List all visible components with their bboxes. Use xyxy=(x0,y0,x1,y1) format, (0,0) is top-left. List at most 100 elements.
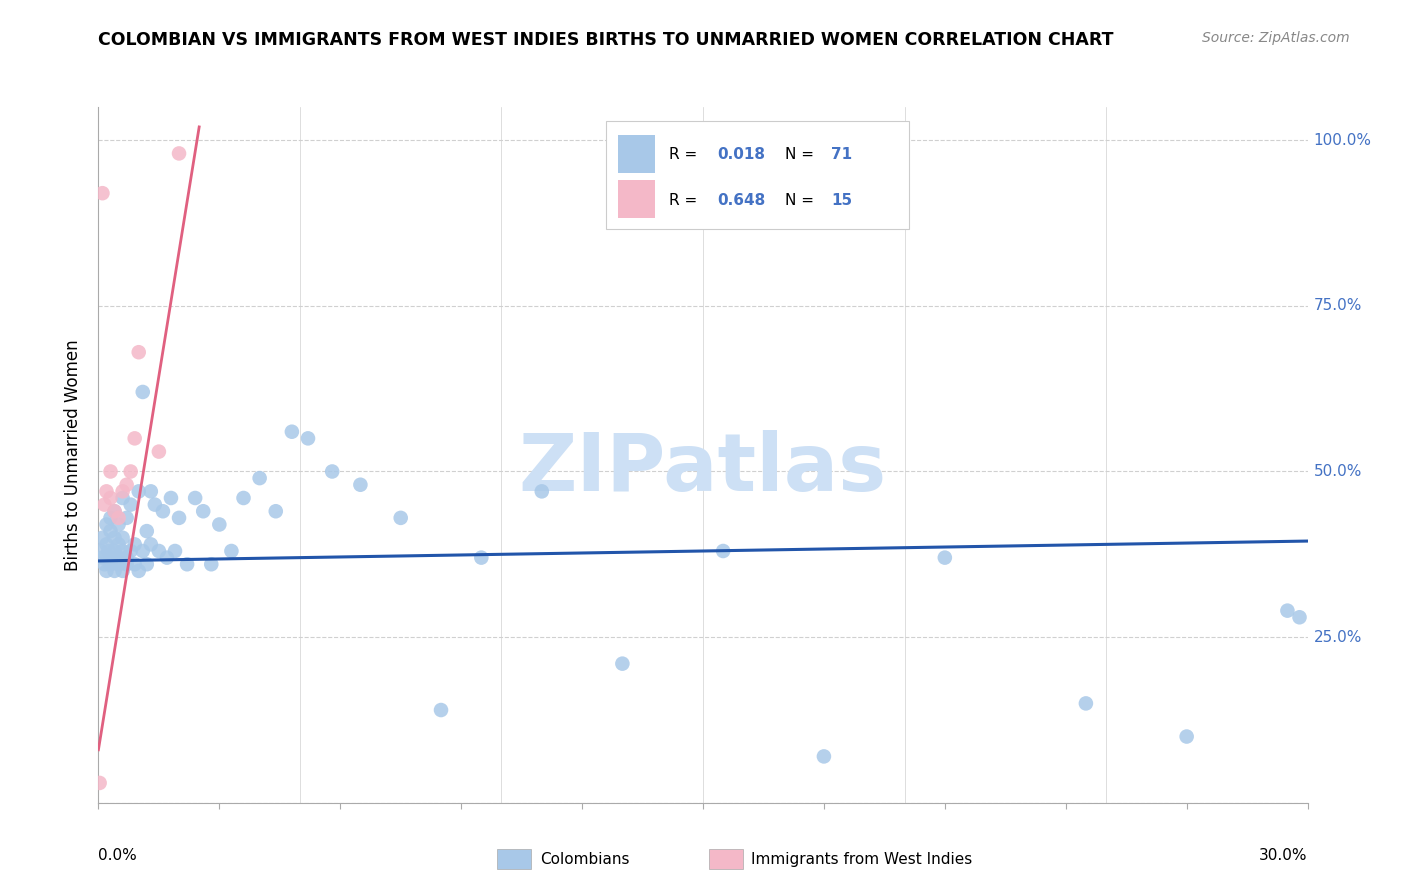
Point xyxy=(93,558,115,572)
Point xyxy=(135,524,157,538)
Point xyxy=(184,491,207,505)
Point xyxy=(107,558,129,572)
Point xyxy=(111,564,134,578)
Point xyxy=(221,544,243,558)
Point xyxy=(135,558,157,572)
Point xyxy=(128,564,150,578)
Text: 71: 71 xyxy=(831,147,852,161)
Text: 0.648: 0.648 xyxy=(717,194,766,209)
Point xyxy=(139,484,162,499)
Text: 50.0%: 50.0% xyxy=(1313,464,1362,479)
Text: 15: 15 xyxy=(831,194,852,209)
Point xyxy=(160,491,183,505)
Point xyxy=(107,537,129,551)
Point xyxy=(91,550,114,565)
Point xyxy=(124,537,146,551)
Point xyxy=(1288,610,1310,624)
Point xyxy=(156,550,179,565)
Point xyxy=(100,524,122,538)
Text: N =: N = xyxy=(785,147,820,161)
Point xyxy=(96,537,118,551)
Point xyxy=(100,550,122,565)
Y-axis label: Births to Unmarried Women: Births to Unmarried Women xyxy=(65,339,83,571)
Text: 0.018: 0.018 xyxy=(717,147,765,161)
Point xyxy=(934,550,956,565)
Point xyxy=(120,465,142,479)
Point xyxy=(232,491,254,505)
Point xyxy=(297,431,319,445)
Point xyxy=(711,544,734,558)
Point xyxy=(115,550,138,565)
Point xyxy=(200,558,222,572)
Point xyxy=(813,749,835,764)
Point xyxy=(115,511,138,525)
Text: COLOMBIAN VS IMMIGRANTS FROM WEST INDIES BIRTHS TO UNMARRIED WOMEN CORRELATION C: COLOMBIAN VS IMMIGRANTS FROM WEST INDIES… xyxy=(98,31,1114,49)
Point xyxy=(132,384,155,399)
Point xyxy=(264,504,287,518)
Point xyxy=(139,537,162,551)
Text: 25.0%: 25.0% xyxy=(1313,630,1362,645)
Point xyxy=(115,558,138,572)
Point xyxy=(111,484,134,499)
Point xyxy=(103,544,125,558)
Point xyxy=(120,498,142,512)
Point xyxy=(111,531,134,545)
Point xyxy=(193,504,215,518)
Text: Colombians: Colombians xyxy=(540,852,630,867)
Point xyxy=(96,517,118,532)
Point xyxy=(100,491,122,505)
Point xyxy=(612,657,634,671)
Text: Source: ZipAtlas.com: Source: ZipAtlas.com xyxy=(1202,31,1350,45)
Point xyxy=(321,465,343,479)
Point xyxy=(128,345,150,359)
Point xyxy=(107,511,129,525)
Point xyxy=(152,504,174,518)
Point xyxy=(1277,604,1299,618)
Point xyxy=(89,544,111,558)
Point xyxy=(148,544,170,558)
Point xyxy=(91,531,114,545)
Point xyxy=(176,558,198,572)
Point xyxy=(107,517,129,532)
FancyBboxPatch shape xyxy=(619,135,655,173)
FancyBboxPatch shape xyxy=(498,849,531,869)
Point xyxy=(1074,697,1097,711)
Point xyxy=(148,444,170,458)
Point xyxy=(103,504,125,518)
Point xyxy=(124,558,146,572)
Text: Immigrants from West Indies: Immigrants from West Indies xyxy=(751,852,973,867)
Point xyxy=(103,564,125,578)
FancyBboxPatch shape xyxy=(606,121,908,229)
Text: ZIPatlas: ZIPatlas xyxy=(519,430,887,508)
Point xyxy=(103,531,125,545)
Point xyxy=(100,558,122,572)
Point xyxy=(89,776,111,790)
Text: R =: R = xyxy=(669,147,702,161)
FancyBboxPatch shape xyxy=(619,180,655,219)
Point xyxy=(349,477,371,491)
Point xyxy=(128,484,150,499)
Point xyxy=(97,544,120,558)
Point xyxy=(120,544,142,558)
Point xyxy=(163,544,186,558)
Point xyxy=(132,544,155,558)
Point xyxy=(100,511,122,525)
Point xyxy=(103,504,125,518)
Point xyxy=(167,511,190,525)
Point xyxy=(1175,730,1198,744)
Point xyxy=(93,498,115,512)
Point xyxy=(96,484,118,499)
Point xyxy=(143,498,166,512)
FancyBboxPatch shape xyxy=(709,849,742,869)
Text: 100.0%: 100.0% xyxy=(1313,133,1372,148)
Text: R =: R = xyxy=(669,194,702,209)
Text: 0.0%: 0.0% xyxy=(98,848,138,863)
Point xyxy=(249,471,271,485)
Text: 30.0%: 30.0% xyxy=(1260,848,1308,863)
Point xyxy=(96,564,118,578)
Point xyxy=(111,544,134,558)
Point xyxy=(115,477,138,491)
Point xyxy=(430,703,453,717)
Point xyxy=(389,511,412,525)
Point xyxy=(167,146,190,161)
